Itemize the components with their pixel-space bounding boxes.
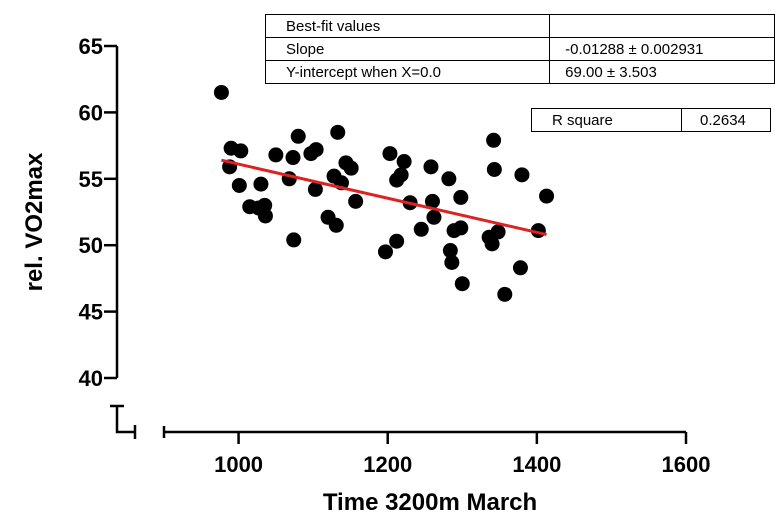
table-row: Best-fit values: [264, 14, 775, 38]
table-row: R square 0.2634: [531, 108, 771, 132]
table-row: Slope -0.01288 ± 0.002931: [264, 37, 775, 61]
y-axis-label: rel. VO2max: [21, 152, 48, 291]
y-tick-label: 40: [79, 366, 103, 391]
data-point: [512, 260, 528, 276]
data-point: [486, 162, 502, 178]
data-point: [490, 224, 506, 240]
data-point: [424, 193, 440, 209]
r-square-label: R square: [531, 108, 682, 132]
data-point: [213, 84, 229, 100]
intercept-value: 69.00 ± 3.503: [549, 60, 775, 84]
data-point: [484, 236, 500, 252]
data-point: [453, 189, 469, 205]
data-point: [539, 188, 555, 204]
x-tick-label: 1600: [662, 452, 711, 477]
data-point: [393, 167, 409, 183]
best-fit-header-value: [549, 14, 775, 38]
best-fit-header: Best-fit values: [264, 14, 551, 38]
x-tick-label: 1200: [363, 452, 412, 477]
y-tick-label: 50: [79, 233, 103, 258]
data-point: [257, 208, 273, 224]
x-axis: 1000 1200 1400 1600: [162, 426, 711, 477]
y-tick-label: 55: [79, 167, 103, 192]
data-point: [413, 221, 429, 237]
data-point: [442, 243, 458, 259]
data-point: [290, 128, 306, 144]
slope-label: Slope: [264, 37, 551, 61]
r-square-table: R square 0.2634: [531, 108, 771, 132]
data-point: [396, 154, 412, 170]
r-square-value: 0.2634: [681, 108, 771, 132]
data-point: [389, 233, 405, 249]
best-fit-table: Best-fit values Slope -0.01288 ± 0.00293…: [264, 14, 775, 84]
data-point: [268, 147, 284, 163]
slope-value: -0.01288 ± 0.002931: [549, 37, 775, 61]
data-point: [307, 181, 323, 197]
data-point: [348, 193, 364, 209]
data-points: [213, 84, 555, 302]
y-axis: 40 45 50 55 60 65: [79, 34, 119, 391]
axis-break-corner: [115, 406, 135, 434]
data-point: [514, 167, 530, 183]
data-point: [286, 232, 302, 248]
regression-line-group: [221, 158, 547, 237]
data-point: [343, 160, 359, 176]
data-point: [328, 217, 344, 233]
data-point: [441, 171, 457, 187]
data-point: [444, 254, 460, 270]
data-point: [454, 276, 470, 292]
data-point: [285, 150, 301, 166]
data-point: [423, 159, 439, 175]
data-point: [382, 146, 398, 162]
data-point: [233, 143, 249, 159]
data-point: [377, 244, 393, 260]
y-tick-label: 45: [79, 300, 103, 325]
data-point: [497, 286, 513, 302]
data-point: [486, 132, 502, 148]
data-point: [231, 177, 247, 193]
regression-line: [221, 158, 547, 237]
y-tick-label: 60: [79, 100, 103, 125]
x-tick-label: 1400: [512, 452, 561, 477]
data-point: [253, 176, 269, 192]
data-point: [426, 209, 442, 225]
y-tick-label: 65: [79, 34, 103, 59]
axis-break-marker: [110, 404, 137, 439]
data-point: [330, 124, 346, 140]
data-point: [257, 197, 273, 213]
data-point: [453, 220, 469, 236]
table-row: Y-intercept when X=0.0 69.00 ± 3.503: [264, 60, 775, 84]
intercept-label: Y-intercept when X=0.0: [264, 60, 551, 84]
x-tick-label: 1000: [214, 452, 263, 477]
data-point: [308, 142, 324, 158]
x-axis-label: Time 3200m March: [323, 489, 537, 516]
